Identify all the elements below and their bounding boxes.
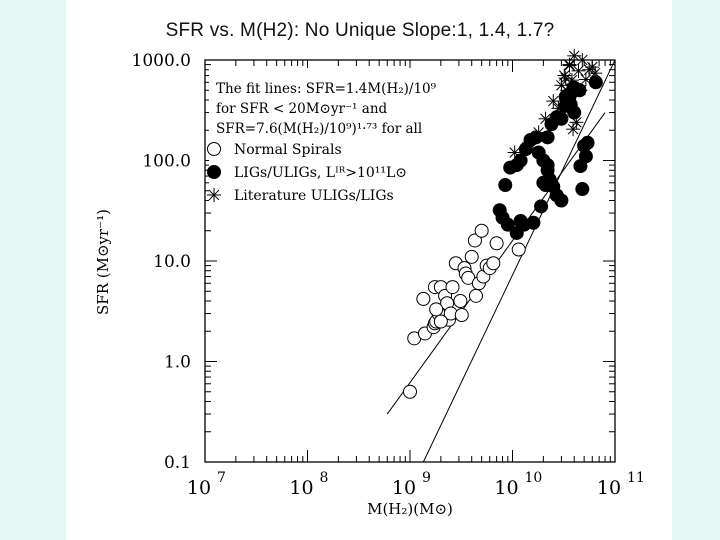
- normal-spiral-point: [486, 256, 501, 271]
- literature-ulig-point: [563, 88, 578, 103]
- x-tick-exponent: 7: [217, 470, 226, 486]
- lig-ulig-point-legend-marker: [207, 165, 221, 179]
- literature-ulig-point: [546, 94, 561, 109]
- lig-ulig-point: [540, 130, 555, 145]
- slide-title: SFR vs. M(H2): No Unique Slope:1, 1.4, 1…: [165, 20, 555, 41]
- literature-ulig-point: [588, 66, 603, 81]
- legend-label: Literature ULIGs/LIGs: [234, 188, 394, 204]
- fit-annotation-line: The fit lines: SFR=1.4M(H₂)/10⁹: [216, 81, 437, 97]
- literature-ulig-point: [562, 58, 577, 73]
- lig-ulig-point: [500, 217, 515, 232]
- normal-spiral-point: [474, 223, 489, 238]
- literature-ulig-point: [507, 145, 522, 160]
- y-axis-label: SFR (M⊙yr⁻¹): [94, 209, 112, 315]
- literature-ulig-point: [578, 72, 593, 87]
- legend-background: [209, 68, 481, 208]
- x-axis-label: M(H₂)(M⊙): [367, 500, 453, 518]
- normal-spiral-point: [416, 291, 431, 306]
- legend-label: LIGs/ULIGs, Lᴵᴿ>10¹¹L⊙: [234, 165, 407, 181]
- x-tick-label: 10: [494, 477, 518, 499]
- normal-spiral-point: [511, 242, 526, 257]
- lig-ulig-point: [540, 158, 555, 173]
- literature-ulig-point: [573, 83, 588, 98]
- x-tick-exponent: 9: [422, 470, 431, 486]
- x-tick-label: 10: [392, 477, 416, 499]
- legend: The fit lines: SFR=1.4M(H₂)/10⁹ for SFR <…: [207, 68, 481, 208]
- legend-label: Normal Spirals: [234, 142, 342, 158]
- literature-ulig-point: [557, 68, 572, 83]
- normal-spiral-point: [403, 384, 417, 399]
- lig-ulig-point: [513, 153, 528, 168]
- x-tick-label: 10: [597, 477, 621, 499]
- y-tick-label: 100.0: [142, 152, 191, 172]
- x-tick-label: 10: [289, 477, 313, 499]
- fit-annotation-line: for SFR < 20M⊙yr⁻¹ and: [216, 101, 388, 117]
- x-tick-exponent: 10: [525, 470, 543, 486]
- normal-spiral-point: [454, 308, 469, 323]
- fit-annotation-line: SFR=7.6(M(H₂)/10⁹)¹·⁷³ for all: [216, 121, 422, 137]
- literature-ulig-point: [522, 135, 537, 150]
- y-tick-label: 1000.0: [132, 51, 191, 71]
- x-tick-exponent: 8: [320, 470, 329, 486]
- normal-spiral-point: [467, 233, 482, 248]
- x-tick-exponent: 11: [627, 470, 645, 486]
- literature-ulig-point-legend-marker: [207, 188, 221, 202]
- literature-ulig-point: [538, 111, 553, 126]
- y-tick-label: 0.1: [164, 453, 191, 473]
- normal-spiral-point: [468, 288, 483, 303]
- normal-spiral-point: [429, 302, 444, 317]
- lig-ulig-point: [580, 135, 595, 150]
- lig-ulig-point: [526, 215, 541, 230]
- normal-spiral-point: [433, 314, 448, 329]
- lig-ulig-point: [498, 178, 513, 193]
- normal-spiral-point: [453, 293, 468, 308]
- y-tick-label: 10.0: [153, 252, 191, 272]
- y-tick-label: 1.0: [164, 353, 191, 373]
- normal-spiral-point: [489, 236, 504, 251]
- literature-ulig-point: [551, 101, 566, 116]
- lig-ulig-point: [534, 199, 549, 214]
- normal-spiral-point-legend-marker: [207, 142, 221, 156]
- x-tick-label: 10: [187, 477, 211, 499]
- normal-spiral-point: [464, 249, 479, 264]
- lig-ulig-point: [573, 159, 588, 174]
- fit-line: [422, 60, 615, 462]
- normal-spiral-point: [445, 280, 460, 295]
- lig-ulig-point: [575, 182, 590, 197]
- literature-ulig-point: [531, 125, 546, 140]
- literature-ulig-point: [558, 71, 573, 86]
- literature-ulig-point: [571, 63, 586, 78]
- literature-ulig-point: [566, 122, 581, 137]
- lig-ulig-point: [554, 193, 569, 208]
- lig-ulig-point: [554, 111, 569, 126]
